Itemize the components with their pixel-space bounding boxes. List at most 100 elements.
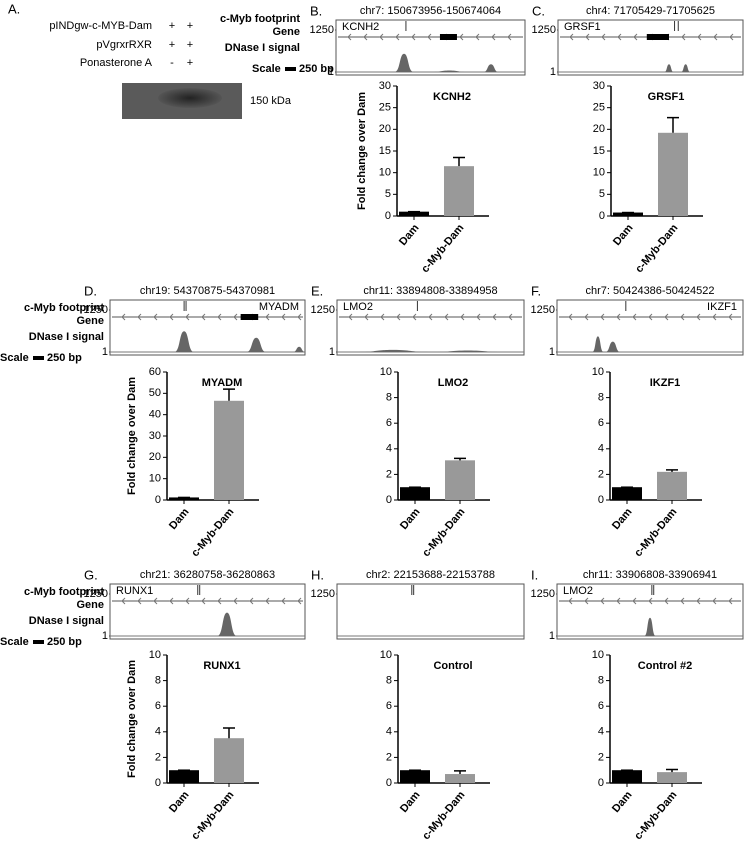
- y-tick-label: 6: [155, 700, 161, 712]
- gene-arrow: [600, 597, 605, 605]
- gene-arrow: [648, 597, 653, 605]
- gene-arrow: [491, 33, 496, 41]
- signal-peak: [592, 336, 604, 352]
- track-tick-label: 1: [328, 66, 334, 78]
- y-tick-label: 4: [598, 443, 604, 455]
- bar: [214, 400, 244, 500]
- lane-sign: +: [187, 39, 193, 51]
- y-tick-label: 0: [385, 210, 391, 222]
- gene-arrow: [584, 313, 589, 321]
- gene-label: LMO2: [563, 585, 593, 597]
- gene-arrow: [153, 313, 158, 321]
- x-tick-label: c-Myb-Dam: [632, 789, 679, 842]
- gene-arrow: [217, 597, 222, 605]
- blot-marker: 150 kDa: [250, 95, 292, 107]
- track-box: [336, 583, 525, 640]
- x-tick-label: c-Myb-Dam: [189, 506, 236, 559]
- gene-label: LMO2: [343, 301, 373, 313]
- signal-peak: [605, 341, 621, 352]
- y-tick-label: 0: [386, 777, 392, 789]
- legend-footprint: c-Myb footprint: [24, 586, 104, 598]
- gene-arrow: [395, 33, 400, 41]
- signal-peak: [217, 612, 237, 636]
- gene-arrow: [664, 597, 669, 605]
- chart-title: KCNH2: [433, 91, 471, 103]
- gene-arrow: [217, 313, 222, 321]
- lane-sign: +: [169, 39, 175, 51]
- gene-arrow: [201, 313, 206, 321]
- track-box: [556, 583, 744, 640]
- gene-arrow: [137, 313, 142, 321]
- gene-arrow: [121, 313, 126, 321]
- y-tick-label: 2: [386, 751, 392, 763]
- y-tick-label: 4: [386, 443, 392, 455]
- gene-arrow: [681, 33, 686, 41]
- y-tick-label: 2: [155, 751, 161, 763]
- region-label: chr21: 36280758-36280863: [140, 569, 275, 581]
- bar: [613, 212, 643, 216]
- gene-label: KCNH2: [342, 21, 379, 33]
- y-tick-label: 0: [598, 777, 604, 789]
- gene-arrow: [585, 33, 590, 41]
- bar: [444, 166, 474, 216]
- signal-peak: [430, 70, 469, 72]
- y-tick-label: 2: [598, 468, 604, 480]
- legend-dnase: DNase I signal: [225, 42, 300, 54]
- gene-arrow: [632, 313, 637, 321]
- y-tick-label: 8: [386, 675, 392, 687]
- y-tick-label: 0: [599, 210, 605, 222]
- gene-arrow: [696, 597, 701, 605]
- gene-arrow: [265, 313, 270, 321]
- gene-arrow: [185, 597, 190, 605]
- gene-arrow: [648, 313, 653, 321]
- gene-label: RUNX1: [116, 585, 153, 597]
- x-tick-label: c-Myb-Dam: [633, 222, 680, 275]
- y-tick-label: 10: [380, 649, 392, 661]
- legend-dnase: DNase I signal: [29, 615, 104, 627]
- legend-gene: Gene: [76, 599, 104, 611]
- gene-exon: [646, 34, 669, 40]
- panel-label: D.: [84, 283, 97, 298]
- gene-arrow: [584, 597, 589, 605]
- region-label: chr2: 22153688-22153788: [366, 569, 495, 581]
- track-tick-label: 1250: [531, 588, 555, 600]
- legend-footprint: c-Myb footprint: [220, 13, 300, 25]
- y-axis-label: Fold change over Dam: [356, 92, 368, 210]
- track-tick-label: 1250: [311, 304, 335, 316]
- error-bar: [223, 388, 235, 401]
- error-bar: [666, 469, 678, 472]
- lane-sign: +: [187, 20, 193, 32]
- track-tick-label: 1250: [84, 304, 108, 316]
- y-tick-label: 20: [149, 451, 161, 463]
- y-tick-label: 0: [155, 777, 161, 789]
- gene-arrow: [297, 313, 302, 321]
- bar: [612, 487, 642, 500]
- y-tick-label: 10: [149, 649, 161, 661]
- y-tick-label: 0: [386, 494, 392, 506]
- y-tick-label: 15: [379, 145, 391, 157]
- y-tick-label: 0: [598, 494, 604, 506]
- gene-arrow: [600, 313, 605, 321]
- chart-title: RUNX1: [203, 660, 240, 672]
- y-tick-label: 60: [149, 366, 161, 378]
- track-box: [109, 583, 306, 640]
- x-tick-label: Dam: [167, 506, 192, 532]
- gene-arrow: [712, 597, 717, 605]
- gene-arrow: [696, 313, 701, 321]
- chart-title: MYADM: [202, 377, 243, 389]
- y-tick-label: 8: [155, 675, 161, 687]
- gene-arrow: [185, 313, 190, 321]
- gene-arrow: [249, 597, 254, 605]
- gene-arrow: [568, 313, 573, 321]
- gene-arrow: [347, 33, 352, 41]
- gene-arrow: [616, 597, 621, 605]
- gene-label: IKZF1: [707, 301, 737, 313]
- y-tick-label: 4: [386, 726, 392, 738]
- x-tick-label: c-Myb-Dam: [419, 222, 466, 275]
- track-box: [109, 299, 306, 356]
- bar: [400, 487, 430, 500]
- y-axis-label: Fold change over Dam: [126, 660, 138, 778]
- legend-scale-size: 250 bp: [47, 352, 82, 364]
- region-label: chr7: 50424386-50424522: [585, 285, 714, 297]
